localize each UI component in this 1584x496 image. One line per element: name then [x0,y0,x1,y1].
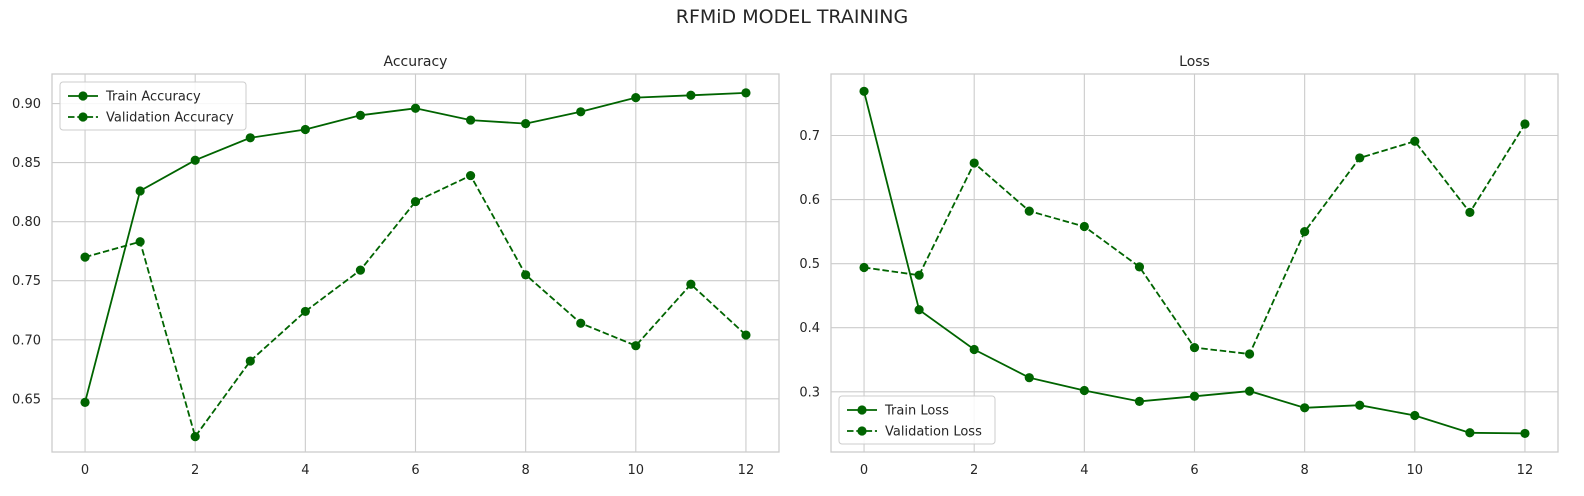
data-point [245,356,255,366]
y-tick-label: 0.3 [799,385,820,400]
x-tick-label: 12 [1517,463,1534,478]
x-tick-label: 8 [1301,463,1309,478]
data-point [1300,403,1310,413]
chart-title: Accuracy [384,54,448,70]
data-point [914,305,924,315]
legend-marker [78,91,88,101]
data-point [859,262,869,273]
legend-marker [78,112,88,122]
data-point [465,115,476,125]
y-tick-label: 0.4 [799,321,820,336]
legend-label: Train Loss [884,404,949,419]
data-point [521,119,531,129]
x-tick-label: 0 [81,463,89,478]
data-point [1300,227,1310,237]
y-tick-label: 0.5 [799,257,820,272]
data-point [410,103,421,113]
data-point [859,86,869,96]
data-point [1079,221,1089,232]
legend-label: Train Accuracy [105,90,201,105]
legend: Train Loss Validation Loss [838,395,996,445]
data-point [969,344,979,355]
y-tick-label: 0.70 [12,333,41,348]
data-point [1189,391,1200,401]
legend-marker [857,405,867,415]
data-point [1244,386,1255,396]
chart-title: Loss [1179,54,1210,70]
data-point [1189,342,1200,353]
data-point [1410,136,1420,146]
figure-title: RFMiD MODEL TRAINING [675,6,909,28]
data-point [300,306,310,317]
x-tick-label: 4 [301,463,309,478]
data-point [576,107,586,117]
data-point [190,155,200,165]
chart-panel-2: 0 2 4 6 8 10 12 0.3 0.4 0.5 0.6 0.7 Loss Train Loss Va… [799,54,1559,478]
data-point [1520,428,1530,439]
legend-box [838,395,996,445]
y-tick-label: 0.6 [799,193,820,208]
data-point [355,110,366,120]
data-point [190,432,200,442]
y-tick-label: 0.65 [12,392,41,407]
data-point [686,279,696,289]
data-point [465,170,476,181]
data-point [1465,207,1475,217]
data-point [1410,410,1420,421]
data-point [1079,385,1089,396]
x-tick-label: 12 [738,463,755,478]
y-tick-label: 0.7 [799,129,820,144]
legend-marker [857,426,867,436]
data-point [576,318,586,328]
data-point [135,237,145,247]
x-tick-label: 2 [970,463,978,478]
y-tick-label: 0.80 [12,215,41,230]
data-point [686,90,696,100]
data-point [969,158,979,168]
x-tick-label: 2 [191,463,199,478]
data-point [1465,428,1475,438]
x-tick-label: 10 [1407,463,1424,478]
data-point [521,270,531,280]
data-point [300,124,310,135]
data-point [1134,262,1145,272]
data-point [80,252,90,262]
x-tick-label: 4 [1080,463,1088,478]
legend-label: Validation Accuracy [106,111,234,126]
data-point [1355,153,1365,163]
legend-label: Validation Loss [885,425,982,440]
data-point [80,397,90,407]
y-tick-label: 0.90 [12,97,41,112]
x-tick-label: 8 [522,463,530,478]
data-point [135,186,145,196]
data-point [631,341,641,351]
y-tick-label: 0.75 [12,274,41,289]
x-tick-label: 0 [860,463,868,478]
data-point [1024,206,1034,216]
legend-box [59,81,247,131]
x-tick-label: 10 [628,463,645,478]
x-tick-label: 6 [411,463,419,478]
data-point [245,133,255,143]
data-point [1355,400,1365,410]
data-point [410,196,421,207]
plot-frame [51,73,780,453]
x-tick-label: 6 [1190,463,1198,478]
data-point [355,265,366,275]
data-point [1520,119,1530,129]
data-point [914,270,924,280]
data-point [1134,396,1145,406]
y-tick-label: 0.85 [12,156,41,171]
data-point [741,88,751,98]
plot-frame [830,73,1559,453]
data-point [1024,373,1034,383]
data-point [741,330,751,340]
data-point [1244,349,1255,359]
chart-panel-1: 0 2 4 6 8 10 12 0.65 0.70 0.75 0.80 0.85 0.90 Accurac… [12,54,780,478]
legend: Train Accuracy Validation Accuracy [59,81,247,131]
data-point [631,93,641,103]
